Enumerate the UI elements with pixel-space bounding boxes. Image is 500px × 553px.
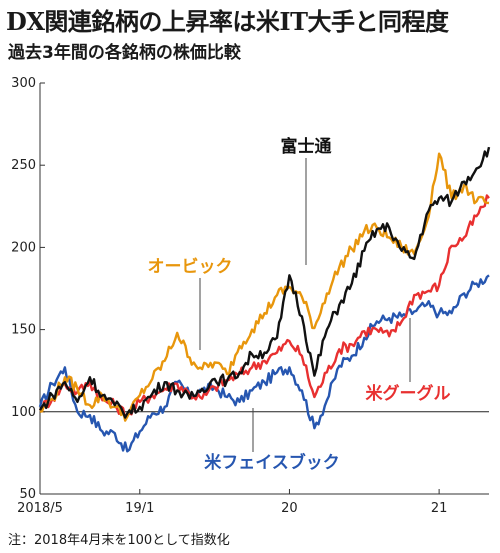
y-tick-label: 250 — [11, 158, 36, 173]
chart-note: 注：2018年4月末を100として指数化 — [8, 533, 230, 548]
y-tick-label: 50 — [19, 487, 36, 502]
series-label-fujitsu: 富士通 — [281, 136, 332, 157]
chart-subtitle: 過去3年間の各銘柄の株価比較 — [8, 43, 241, 63]
series-label-google: 米グーグル — [366, 383, 451, 404]
y-tick-label: 200 — [11, 240, 36, 255]
x-tick-label: 21 — [431, 501, 448, 516]
chart-title: DX関連銘柄の上昇率は米IT大手と同程度 — [6, 7, 449, 36]
series-line-obic — [39, 152, 490, 422]
series-label-obic: オービック — [148, 257, 233, 277]
x-tick-label: 19/1 — [125, 501, 154, 516]
series-label-facebook: 米フェイスブック — [204, 452, 340, 473]
y-tick-label: 150 — [11, 323, 36, 338]
series-line-facebook — [38, 274, 490, 453]
x-tick-label: 20 — [281, 501, 298, 516]
x-tick-label: 2018/5 — [17, 501, 63, 516]
y-tick-label: 100 — [11, 405, 36, 420]
series-line-fujitsu — [38, 146, 491, 419]
y-tick-label: 300 — [11, 76, 36, 91]
stock-index-line-chart: 50 100 150 200 250 300 2018/5 19/1 20 21 富士通オービック米… — [11, 76, 491, 516]
